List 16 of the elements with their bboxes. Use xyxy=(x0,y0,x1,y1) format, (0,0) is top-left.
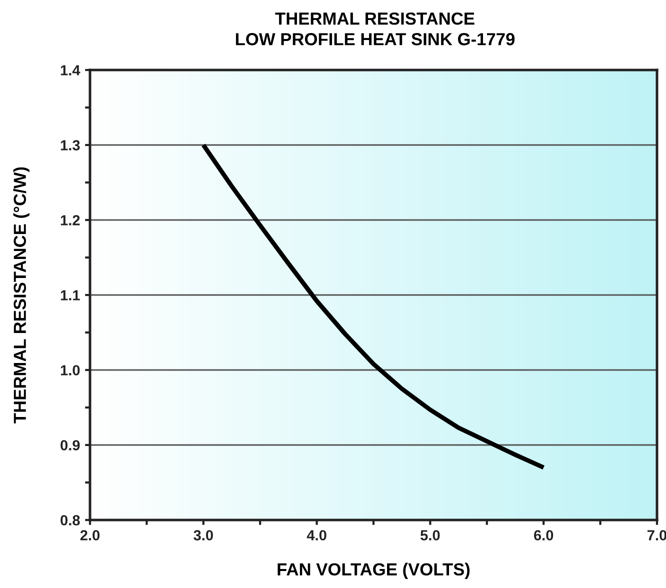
y-tick-label: 1.2 xyxy=(60,215,80,226)
y-tick-label: 1.1 xyxy=(60,290,80,300)
x-tick-label: 4.0 xyxy=(306,530,326,540)
y-tick-label: 0.8 xyxy=(60,515,80,526)
y-tick-label: 1.4 xyxy=(60,65,80,76)
x-axis-title: FAN VOLTAGE (VOLTS) xyxy=(278,562,470,579)
chart-title: THERMAL RESISTANCE LOW PROFILE HEAT SINK G-1779 xyxy=(236,12,515,46)
x-tick-label: 5.0 xyxy=(420,530,440,540)
x-tick-label: 3.0 xyxy=(194,530,213,540)
y-tick-label: 0.9 xyxy=(60,440,80,450)
line-series xyxy=(201,142,546,470)
y-tick-label: 1.0 xyxy=(60,365,80,376)
y-tick-label: 1.3 xyxy=(60,140,80,150)
x-tick-label: 2.0 xyxy=(80,530,100,540)
y-axis-title: THERMAL RESISTANCE (°C/W) xyxy=(13,167,30,424)
x-tick-label: 6.0 xyxy=(534,530,554,540)
